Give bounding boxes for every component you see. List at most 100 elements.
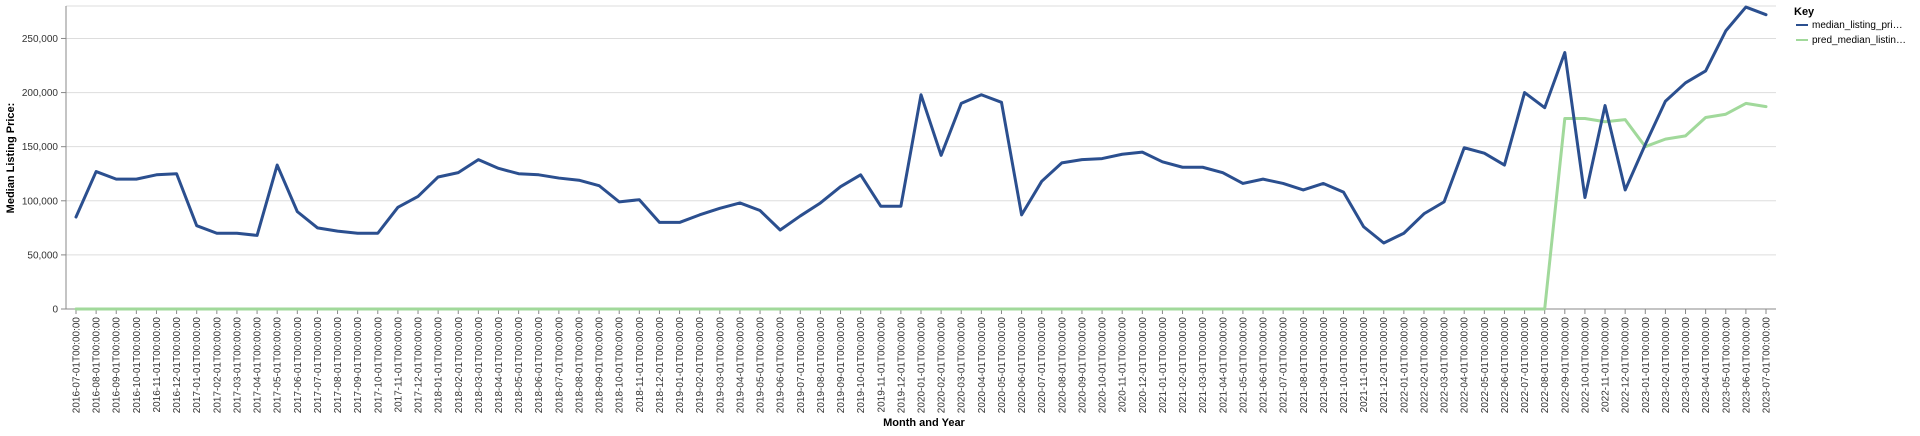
x-tick-label: 2021-10-01T00:00:00: [1339, 317, 1350, 414]
x-tick-label: 2018-10-01T00:00:00: [615, 317, 626, 414]
series-line-0: [74, 5, 1768, 245]
x-tick-label: 2016-07-01T00:00:00: [72, 317, 83, 414]
x-tick-label: 2021-07-01T00:00:00: [1279, 317, 1290, 414]
legend: Key median_listing_pri… pred_median_listi…: [1794, 6, 1906, 46]
x-tick-label: 2018-03-01T00:00:00: [474, 317, 485, 414]
x-tick-label: 2017-02-01T00:00:00: [212, 317, 223, 414]
x-tick-label: 2020-11-01T00:00:00: [1118, 317, 1129, 413]
x-tick-label: 2019-05-01T00:00:00: [756, 317, 767, 414]
x-tick-label: 2019-01-01T00:00:00: [675, 317, 686, 414]
x-tick-label: 2017-07-01T00:00:00: [313, 317, 324, 414]
x-tick-label: 2020-10-01T00:00:00: [1098, 317, 1109, 414]
x-tick-label: 2019-02-01T00:00:00: [695, 317, 706, 414]
x-tick-label: 2018-02-01T00:00:00: [454, 317, 465, 414]
x-tick-label: 2019-06-01T00:00:00: [776, 317, 787, 414]
y-axis-title: Median Listing Price:: [5, 103, 17, 214]
x-tick-label: 2021-08-01T00:00:00: [1299, 317, 1310, 414]
x-tick-label: 2023-03-01T00:00:00: [1681, 317, 1692, 414]
x-tick-label: 2017-04-01T00:00:00: [253, 317, 264, 414]
x-tick-label: 2018-12-01T00:00:00: [655, 317, 666, 414]
legend-items: median_listing_pri… pred_median_listin…: [1796, 20, 1906, 46]
x-tick-label: 2022-06-01T00:00:00: [1500, 317, 1511, 414]
legend-label: pred_median_listin…: [1812, 35, 1906, 46]
x-tick-label: 2021-11-01T00:00:00: [1359, 317, 1370, 413]
x-tick-label: 2020-03-01T00:00:00: [957, 317, 968, 414]
x-tick-label: 2017-08-01T00:00:00: [333, 317, 344, 414]
x-tick-label: 2022-12-01T00:00:00: [1621, 317, 1632, 414]
x-tick-label: 2020-06-01T00:00:00: [1017, 317, 1028, 414]
x-tick-label: 2023-07-01T00:00:00: [1762, 317, 1773, 414]
x-tick-label: 2020-02-01T00:00:00: [937, 317, 948, 414]
x-tick-label: 2016-09-01T00:00:00: [112, 317, 123, 414]
x-tick-label: 2021-05-01T00:00:00: [1238, 317, 1249, 414]
x-tick-label: 2022-09-01T00:00:00: [1560, 317, 1571, 414]
x-tick-label: 2017-11-01T00:00:00: [393, 317, 404, 413]
x-tick-label: 2021-06-01T00:00:00: [1259, 317, 1270, 414]
x-tick-label: 2019-07-01T00:00:00: [796, 317, 807, 414]
x-tick-label: 2021-12-01T00:00:00: [1379, 317, 1390, 414]
x-tick-label: 2018-09-01T00:00:00: [595, 317, 606, 414]
x-tick-label: 2022-03-01T00:00:00: [1440, 317, 1451, 414]
x-tick-label: 2018-07-01T00:00:00: [554, 317, 565, 414]
x-tick-label: 2022-05-01T00:00:00: [1480, 317, 1491, 414]
x-tick-label: 2019-09-01T00:00:00: [836, 317, 847, 414]
x-tick-label: 2018-08-01T00:00:00: [574, 317, 585, 414]
x-tick-label: 2017-03-01T00:00:00: [232, 317, 243, 414]
x-tick-label: 2017-01-01T00:00:00: [192, 317, 203, 414]
x-tick-label: 2018-05-01T00:00:00: [514, 317, 525, 414]
x-tick-label: 2020-04-01T00:00:00: [977, 317, 988, 414]
x-tick-label: 2021-02-01T00:00:00: [1178, 317, 1189, 414]
x-tick-label: 2023-01-01T00:00:00: [1641, 317, 1652, 414]
x-tick-label: 2021-03-01T00:00:00: [1198, 317, 1209, 414]
x-tick-label: 2016-11-01T00:00:00: [152, 317, 163, 413]
x-tick-label: 2019-08-01T00:00:00: [816, 317, 827, 414]
x-tick-label: 2019-10-01T00:00:00: [856, 317, 867, 414]
x-tick-label: 2017-10-01T00:00:00: [373, 317, 384, 414]
x-tick-label: 2016-12-01T00:00:00: [172, 317, 183, 414]
series-line-1: [74, 101, 1768, 311]
x-tick-label: 2023-04-01T00:00:00: [1701, 317, 1712, 414]
x-tick-label: 2020-09-01T00:00:00: [1077, 317, 1088, 414]
x-tick-label: 2021-04-01T00:00:00: [1218, 317, 1229, 414]
x-tick-label: 2022-10-01T00:00:00: [1580, 317, 1591, 414]
x-tick-label: 2022-01-01T00:00:00: [1399, 317, 1410, 414]
x-tick-label: 2021-01-01T00:00:00: [1158, 317, 1169, 414]
x-axis-title: Month and Year: [883, 417, 965, 429]
x-tick-label: 2022-04-01T00:00:00: [1460, 317, 1471, 414]
x-tick-label: 2017-12-01T00:00:00: [414, 317, 425, 414]
y-tick-label: 50,000: [27, 250, 58, 261]
series-lines: [74, 5, 1768, 311]
x-tick-label: 2022-07-01T00:00:00: [1520, 317, 1531, 414]
x-tick-label: 2020-12-01T00:00:00: [1138, 317, 1149, 414]
x-tick-label: 2018-01-01T00:00:00: [434, 317, 445, 414]
x-tick-label: 2018-04-01T00:00:00: [494, 317, 505, 414]
x-tick-label: 2016-08-01T00:00:00: [92, 317, 103, 414]
x-tick-label: 2020-07-01T00:00:00: [1037, 317, 1048, 414]
y-tick-label: 0: [52, 305, 58, 316]
x-tick-label: 2022-02-01T00:00:00: [1419, 317, 1430, 414]
x-tick-label: 2017-06-01T00:00:00: [293, 317, 304, 414]
x-tick-label: 2023-02-01T00:00:00: [1661, 317, 1672, 414]
y-tick-label: 200,000: [22, 88, 59, 99]
x-tick-label: 2023-05-01T00:00:00: [1721, 317, 1732, 414]
legend-label: median_listing_pri…: [1812, 20, 1903, 31]
y-tick-label: 100,000: [22, 196, 59, 207]
x-tick-label: 2018-11-01T00:00:00: [635, 317, 646, 413]
x-tick-label: 2018-06-01T00:00:00: [534, 317, 545, 414]
x-tick-label: 2019-03-01T00:00:00: [715, 317, 726, 414]
axes: 0 50,000 100,000 150,000 200,000 250,000 2016-…: [22, 6, 1776, 413]
x-tick-label: 2019-04-01T00:00:00: [735, 317, 746, 414]
x-tick-label: 2020-05-01T00:00:00: [997, 317, 1008, 414]
x-tick-label: 2019-12-01T00:00:00: [896, 317, 907, 414]
x-tick-label: 2022-11-01T00:00:00: [1601, 317, 1612, 413]
x-tick-label: 2016-10-01T00:00:00: [132, 317, 143, 414]
x-tick-label: 2021-09-01T00:00:00: [1319, 317, 1330, 414]
x-tick-label: 2022-08-01T00:00:00: [1540, 317, 1551, 414]
x-tick-label: 2017-09-01T00:00:00: [353, 317, 364, 414]
y-tick-label: 150,000: [22, 142, 59, 153]
x-tick-label: 2020-01-01T00:00:00: [917, 317, 928, 414]
x-tick-label: 2023-06-01T00:00:00: [1741, 317, 1752, 414]
x-tick-label: 2020-08-01T00:00:00: [1057, 317, 1068, 414]
